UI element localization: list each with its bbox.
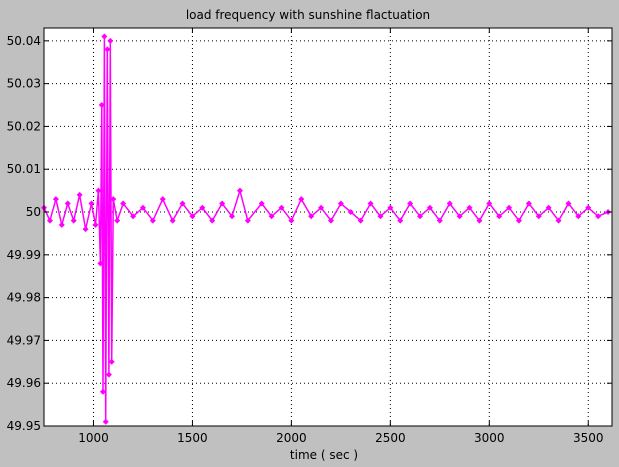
data-point — [407, 200, 414, 207]
data-point — [102, 418, 109, 425]
data-point — [107, 37, 114, 44]
y-tick-label: 50.04 — [7, 34, 41, 48]
data-point — [575, 213, 582, 220]
data-point — [595, 213, 602, 220]
x-tick-label: 3000 — [474, 431, 505, 445]
data-point — [555, 217, 562, 224]
x-tick-labels: 1000 1500 2000 2500 3000 3500 — [78, 431, 603, 445]
data-point — [58, 221, 65, 228]
data-point — [387, 204, 394, 211]
data-point — [278, 204, 285, 211]
data-point — [52, 196, 59, 203]
data-point — [466, 204, 473, 211]
data-point — [357, 217, 364, 224]
y-tick-label: 49.98 — [7, 291, 41, 305]
x-tick-label: 3500 — [573, 431, 604, 445]
y-tick-label: 50.03 — [7, 77, 41, 91]
data-point — [95, 187, 102, 194]
data-point — [545, 204, 552, 211]
data-point — [64, 200, 71, 207]
y-tick-labels: 49.95 49.96 49.97 49.98 49.99 50 50.01 50.02 50.… — [7, 34, 41, 433]
data-point — [436, 217, 443, 224]
data-point — [46, 217, 53, 224]
data-point — [506, 204, 513, 211]
data-point — [258, 200, 265, 207]
data-point — [104, 46, 111, 53]
y-tick-label: 49.96 — [7, 376, 41, 390]
x-axis-label: time ( sec ) — [290, 448, 358, 462]
data-point — [97, 260, 104, 267]
data-point — [585, 204, 592, 211]
plot-area — [44, 28, 612, 426]
data-point — [244, 217, 251, 224]
data-point — [219, 200, 226, 207]
data-point — [108, 358, 115, 365]
y-tick-label: 49.99 — [7, 248, 41, 262]
data-point — [367, 200, 374, 207]
data-point — [130, 213, 137, 220]
data-point — [149, 217, 156, 224]
data-point — [535, 213, 542, 220]
data-point — [159, 196, 166, 203]
data-point — [92, 221, 99, 228]
chart-title: load frequency with sunshine flactuation — [186, 8, 430, 22]
x-tick-label: 1500 — [177, 431, 208, 445]
data-point — [298, 196, 305, 203]
data-point — [417, 213, 424, 220]
data-point — [397, 217, 404, 224]
data-point — [446, 200, 453, 207]
data-point — [101, 33, 108, 40]
data-point — [105, 371, 112, 378]
y-tick-label: 50 — [26, 205, 41, 219]
y-tick-label: 49.95 — [7, 419, 41, 433]
data-point — [318, 204, 325, 211]
data-point — [189, 213, 196, 220]
series-line — [43, 36, 609, 422]
data-point — [337, 200, 344, 207]
data-point — [110, 196, 117, 203]
data-point — [456, 213, 463, 220]
data-point — [525, 200, 532, 207]
data-point — [76, 191, 83, 198]
data-point — [476, 217, 483, 224]
data-point — [139, 204, 146, 211]
data-point — [327, 217, 334, 224]
x-tick-label: 2500 — [375, 431, 406, 445]
data-point — [229, 213, 236, 220]
x-tick-label: 1000 — [78, 431, 109, 445]
y-tick-label: 50.02 — [7, 119, 41, 133]
data-point — [377, 213, 384, 220]
data-point — [268, 213, 275, 220]
data-point — [120, 200, 127, 207]
y-tick-label: 49.97 — [7, 333, 41, 347]
data-point — [486, 200, 493, 207]
data-point — [288, 217, 295, 224]
data-point — [347, 209, 354, 216]
data-point — [209, 217, 216, 224]
data-point — [179, 200, 186, 207]
y-tick-label: 50.01 — [7, 162, 41, 176]
data-point — [308, 213, 315, 220]
x-tick-label: 2000 — [276, 431, 307, 445]
series-layer — [41, 33, 612, 425]
data-point — [82, 226, 89, 233]
data-point — [98, 102, 105, 109]
data-point — [515, 217, 522, 224]
data-point — [496, 213, 503, 220]
data-point — [99, 388, 106, 395]
data-point — [169, 217, 176, 224]
data-point — [199, 204, 206, 211]
data-point — [236, 187, 243, 194]
plot-frame — [43, 27, 613, 427]
data-point — [114, 217, 121, 224]
data-point — [88, 200, 95, 207]
data-point — [565, 200, 572, 207]
tick-marks — [44, 28, 612, 427]
data-point — [426, 204, 433, 211]
data-point — [70, 217, 77, 224]
